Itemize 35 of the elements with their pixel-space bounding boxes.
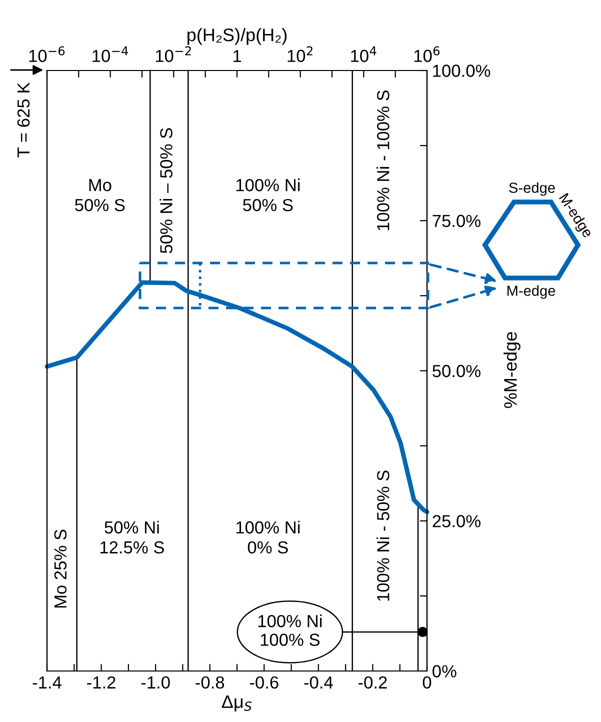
annotation: 50% Ni – 50% S [160,128,172,254]
annotation: Mo 50% S [75,179,125,212]
text: T = 625 K [17,82,30,158]
annotation: 100% Ni - 100% S [376,90,390,230]
x-tick-label: -0.6 [250,676,278,689]
y-tick-label: 25.0% [432,515,480,528]
x2-tick-label: 10$^{−2}$ [156,46,191,62]
annotation: 100% Ni 100% S [258,614,322,646]
x2-tick-label: 10$^{6}$ [414,46,440,62]
y-tick-label: 50.0% [432,364,480,378]
text: M-edge [507,285,556,299]
x2-tick-label: 1 [233,50,241,62]
annotation: 100% Ni - 50% S [376,470,390,601]
annotation: 100% Ni 50% S [236,178,300,212]
x2-tick-label: 10$^{−6}$ [29,46,65,62]
annotation: 50% Ni 12.5% S [100,520,164,554]
x-tick-label: -0.4 [304,676,333,689]
x-tick-label: -1.0 [141,676,170,689]
x-tick-label: -0.8 [196,676,224,689]
annotation: 100% Ni 0% S [236,520,300,554]
x-tick-label: -1.4 [32,676,62,688]
x-tick-label: -0.2 [358,676,387,689]
x-axis-title: Δμ$_{S}$ [222,695,252,712]
y-axis-title: %M-edge [504,332,520,408]
x-tick-label: -1.2 [87,676,116,688]
x2-tick-label: 10$^{2}$ [288,46,312,62]
x-tick-label: 0 [422,676,432,689]
x2-tick-label: 10$^{−4}$ [92,46,128,62]
annotation: Mo 25% S [54,530,67,608]
x2-tick-label: 10$^{4}$ [351,46,376,62]
y-tick-label: 100.0% [433,64,490,77]
y-tick-label: 0% [432,665,456,678]
y-tick-label: 75.0% [432,214,480,228]
text: S-edge [509,182,555,196]
x2-axis-title: p(H₂S)/p(H₂) [188,28,287,45]
